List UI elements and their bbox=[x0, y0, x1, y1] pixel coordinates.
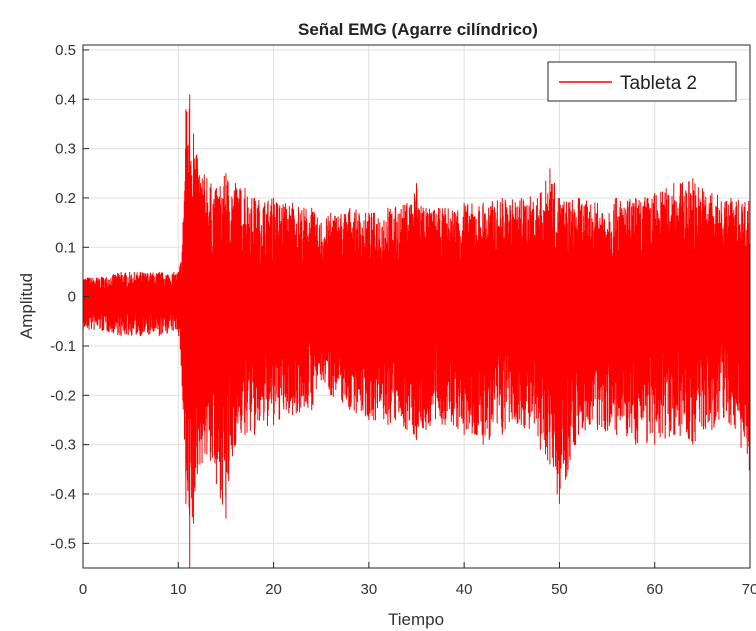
x-tick-label: 50 bbox=[551, 581, 568, 598]
x-tick-label: 40 bbox=[456, 581, 473, 598]
y-tick-label: 0.5 bbox=[55, 42, 76, 59]
series-line-tableta-2 bbox=[82, 94, 751, 568]
y-tick-label: 0.2 bbox=[55, 190, 76, 207]
y-tick-label: -0.5 bbox=[50, 535, 76, 552]
x-tick-label: 20 bbox=[265, 581, 282, 598]
y-tick-label: 0.1 bbox=[55, 239, 76, 256]
y-tick-label: -0.2 bbox=[50, 387, 76, 404]
y-tick-label: 0.4 bbox=[55, 91, 76, 108]
x-axis-label: Tiempo bbox=[388, 610, 444, 629]
x-tick-label: 70 bbox=[742, 581, 756, 598]
y-axis-label: Amplitud bbox=[17, 273, 36, 339]
x-tick-label: 60 bbox=[646, 581, 663, 598]
chart-title: Señal EMG (Agarre cilíndrico) bbox=[298, 20, 538, 39]
legend: Tableta 2 bbox=[547, 61, 737, 102]
plot-frame bbox=[82, 44, 751, 569]
legend-label: Tableta 2 bbox=[620, 73, 697, 94]
y-tick-label: -0.3 bbox=[50, 437, 76, 454]
ticks: 0 10 20 30 40 50 60 70 0.5 0.4 0.3 0.2 0.1 0 -0.1 -0.2 -… bbox=[50, 42, 756, 598]
data-layer bbox=[82, 94, 751, 568]
y-tick-label: -0.1 bbox=[50, 338, 76, 355]
x-tick-label: 10 bbox=[170, 581, 187, 598]
y-tick-label: -0.4 bbox=[50, 486, 76, 503]
x-tick-label: 0 bbox=[79, 581, 87, 598]
y-tick-label: 0 bbox=[68, 289, 76, 306]
y-tick-label: 0.3 bbox=[55, 141, 76, 158]
x-tick-label: 30 bbox=[361, 581, 378, 598]
